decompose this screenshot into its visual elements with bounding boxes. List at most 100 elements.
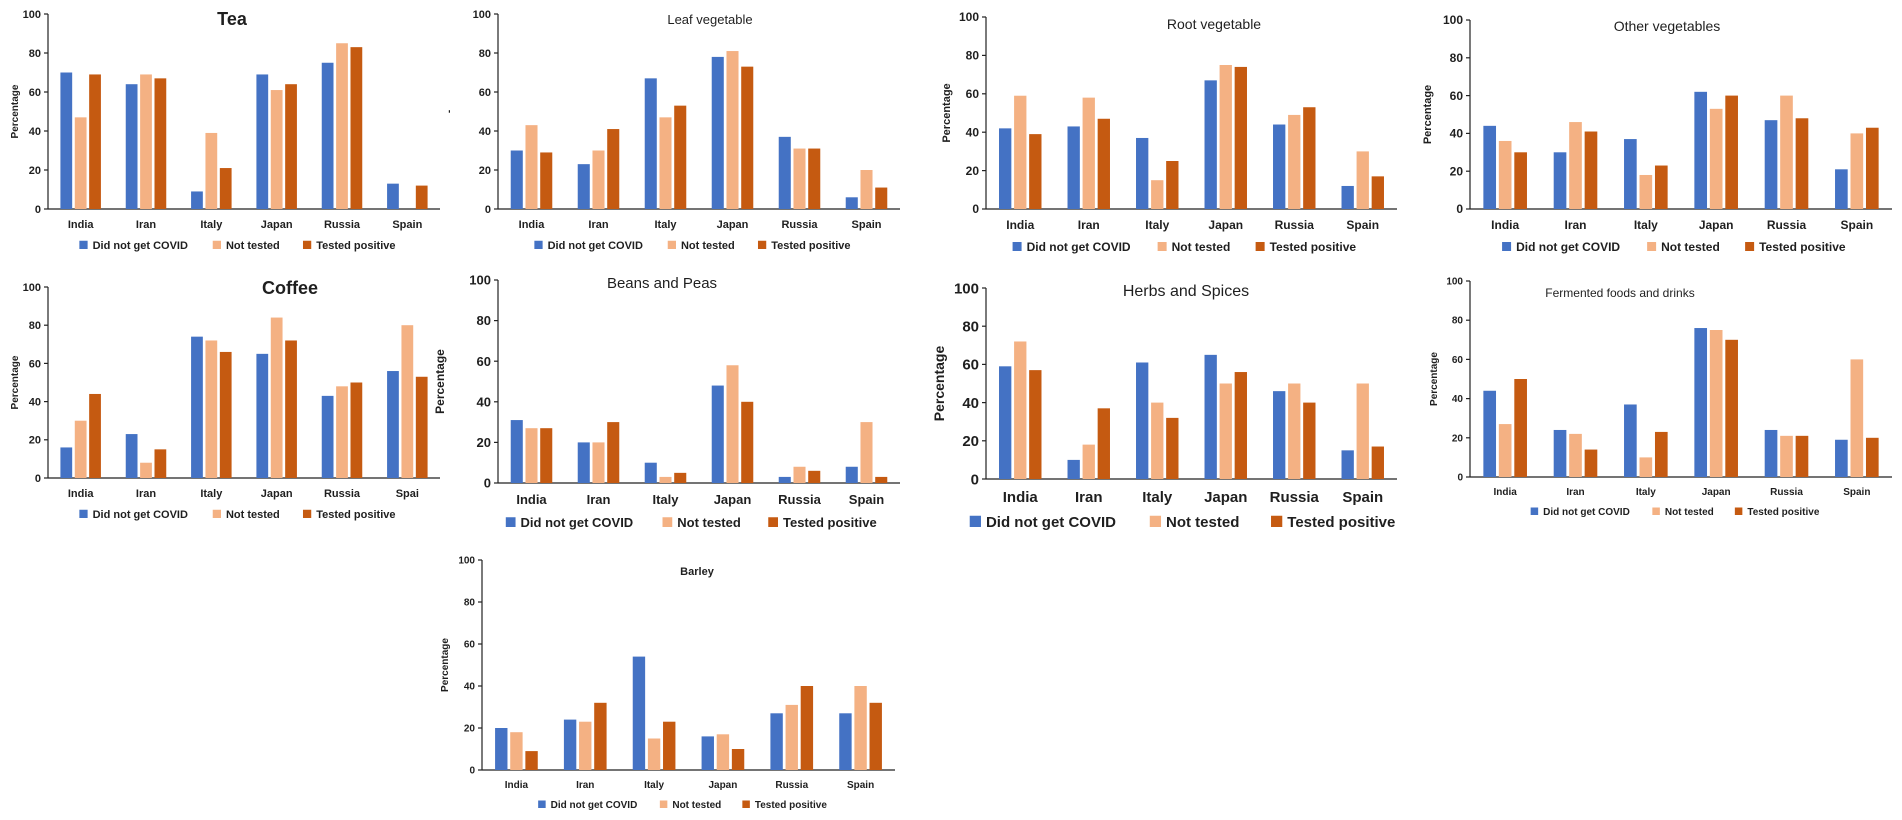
x-tick-label: Russia [1275,218,1315,232]
bar-not-tested [1082,97,1095,209]
x-tick-label: Italy [200,488,223,500]
y-tick-label: 40 [966,125,980,139]
bar-did-not-get-covid [1764,120,1778,209]
x-tick-label: Spain [852,219,882,231]
y-axis-label: - [444,110,455,113]
x-tick-label: Russia [775,780,808,791]
bar-not-tested [1356,151,1369,209]
chart-title: Fermented foods and drinks [1545,286,1694,300]
bar-tested-positive [741,66,754,210]
x-tick-label: India [68,488,95,500]
y-tick-label: 60 [962,357,979,374]
y-tick-label: 60 [29,87,41,99]
legend-swatch [1734,507,1743,515]
bar-did-not-get-covid [644,462,657,483]
bar-not-tested [1219,383,1232,479]
chart-title: Leaf vegetable [667,12,752,27]
y-tick-label: 80 [1452,316,1464,327]
y-tick-label: 0 [484,476,491,491]
y-axis-label: Percentage [931,346,947,422]
bar-tested-positive [415,376,428,478]
legend-swatch [1149,515,1162,527]
y-tick-label: 60 [464,640,476,651]
x-tick-label: Spain [847,780,874,791]
y-tick-label: 0 [1456,202,1463,216]
legend-swatch [1647,242,1657,251]
legend-swatch [757,240,767,249]
bar-did-not-get-covid [1067,126,1080,209]
bar-tested-positive [285,340,297,478]
bar-did-not-get-covid [1624,404,1637,477]
y-tick-label: 20 [966,164,980,178]
bar-did-not-get-covid [1483,125,1497,209]
bar-not-tested [336,386,348,478]
legend-label: Did not get COVID [93,509,188,521]
x-tick-label: Iran [576,780,594,791]
bar-tested-positive [154,78,167,209]
bar-did-not-get-covid [1341,185,1354,209]
bar-tested-positive [89,74,101,209]
y-tick-label: 80 [1450,51,1464,65]
x-tick-label: Russia [781,219,818,231]
x-tick-label: Iran [1078,218,1100,232]
bar-tested-positive [1097,408,1110,479]
legend-swatch [1652,507,1660,515]
y-axis-label: Percentage [941,83,953,142]
bar-not-tested [205,132,218,209]
bar-tested-positive [1795,118,1809,209]
legend-swatch [1157,242,1167,251]
bar-tested-positive [1234,372,1247,479]
y-tick-label: 100 [469,273,491,288]
bar-tested-positive [741,401,754,483]
legend-label: Did not get COVID [548,240,643,252]
x-tick-label: Iran [1075,489,1103,506]
x-tick-label: India [519,219,546,231]
bar-did-not-get-covid [632,656,646,770]
chart-title: Barley [680,566,715,578]
y-tick-label: 20 [477,435,491,450]
x-tick-label: Spain [1843,487,1870,498]
bar-tested-positive [875,187,888,209]
bar-did-not-get-covid [387,371,399,478]
x-tick-label: Italy [1142,489,1173,506]
bar-tested-positive [1166,417,1179,479]
bar-not-tested [1569,433,1582,477]
x-tick-label: Spain [392,219,422,231]
y-tick-label: 100 [473,9,491,21]
x-tick-label: Iran [1566,487,1584,498]
chart-title: Other vegetables [1614,18,1721,34]
bar-did-not-get-covid [711,385,724,483]
bar-did-not-get-covid [1694,91,1708,209]
bar-not-tested [74,117,87,209]
legend-swatch [534,240,543,249]
bar-tested-positive [875,476,888,483]
bar-tested-positive [1865,127,1879,209]
x-tick-label: Iran [588,219,608,231]
y-tick-label: 80 [29,320,41,332]
bar-tested-positive [869,702,882,770]
bar-not-tested [1082,444,1095,479]
bar-tested-positive [1865,437,1879,477]
bar-tested-positive [808,148,821,209]
bar-not-tested [860,170,873,209]
bar-not-tested [1219,65,1232,209]
bar-tested-positive [1234,66,1247,209]
y-tick-label: 80 [962,318,979,335]
legend-swatch [1502,242,1512,251]
bar-not-tested [1014,95,1027,209]
chart-title: Root vegetable [1167,16,1261,32]
x-tick-label: Spai [396,488,419,500]
bar-tested-positive [1514,379,1527,477]
bar-not-tested [525,428,538,483]
y-tick-label: 20 [29,165,41,177]
bar-not-tested [726,365,739,483]
y-tick-label: 100 [1446,277,1463,288]
y-tick-label: 80 [29,48,41,60]
bar-did-not-get-covid [256,74,269,209]
bar-not-tested [1288,383,1301,479]
y-tick-label: 100 [23,9,41,21]
legend-label: Not tested [1166,514,1239,531]
bar-did-not-get-covid [1553,152,1567,209]
legend-swatch [662,517,673,527]
bar-tested-positive [731,749,745,770]
